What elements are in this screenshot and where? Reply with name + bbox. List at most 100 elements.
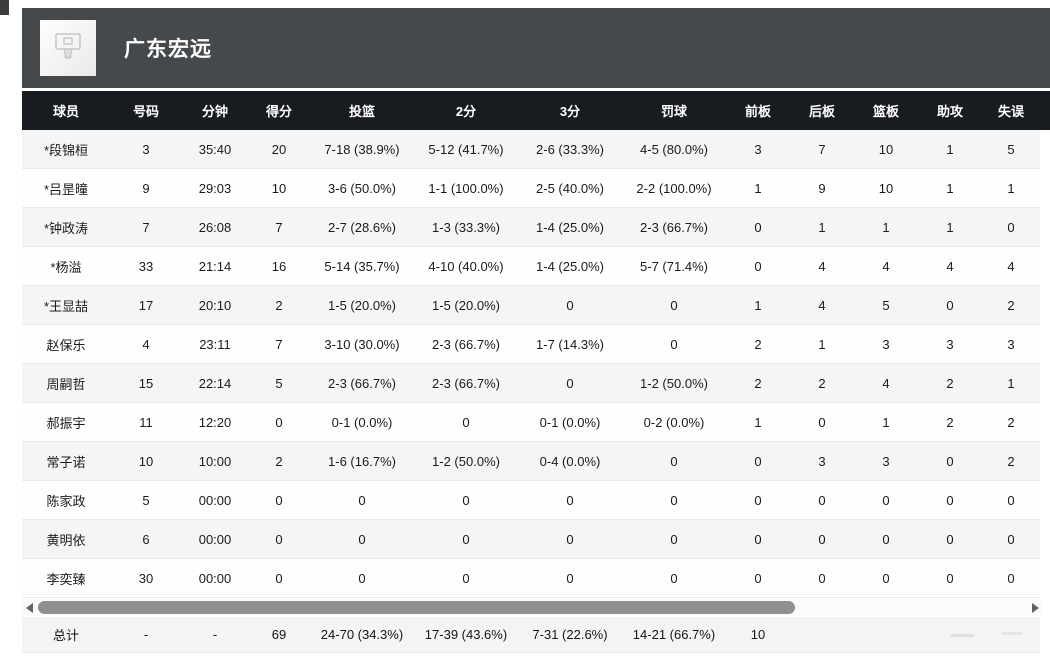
stat-cell: 0	[1007, 492, 1015, 508]
stat-cell: 0	[946, 570, 954, 586]
stat-cell: 33	[138, 258, 154, 274]
stat-cell: 4	[946, 258, 954, 274]
column-header-cell: 2分	[455, 104, 477, 119]
stat-cell: 1-5 (20.0%)	[432, 297, 500, 313]
table-row: 周嗣哲 15 22:14 5 2-3 (66.7%) 2-3 (66.7%) 0 1-2 (5…	[22, 364, 1040, 403]
stat-cell: 3	[946, 336, 954, 352]
stat-cell: 0	[946, 453, 954, 469]
stat-cell: 23:11	[199, 336, 231, 352]
stat-cell: 4-10 (40.0%)	[428, 258, 504, 274]
horizontal-scrollbar[interactable]	[22, 599, 1042, 616]
column-header-cell: 分钟	[201, 104, 228, 119]
stat-cell: 35:40	[198, 141, 232, 157]
column-header-cell: 得分	[265, 104, 292, 119]
stat-cell: 7	[818, 141, 826, 157]
stat-cell: 4	[882, 375, 890, 391]
column-header-cell: 投篮	[348, 104, 375, 119]
stat-cell: 0	[670, 531, 678, 547]
stat-cell: 5-12 (41.7%)	[428, 141, 504, 157]
stat-cell: 1	[1007, 375, 1015, 391]
column-header-cell: 前板	[744, 104, 771, 119]
stat-cell: 20	[271, 141, 287, 157]
stat-cell: 2	[275, 297, 283, 313]
column-header-cell: 篮板	[872, 104, 899, 119]
stat-cell: 0-1 (0.0%)	[331, 414, 393, 430]
stat-cell: 3-6 (50.0%)	[328, 180, 396, 196]
scroll-right-arrow-icon[interactable]	[1028, 599, 1042, 616]
stat-cell: 7	[142, 219, 150, 235]
stat-cell: 0	[754, 492, 762, 508]
stat-cell: 2-3 (66.7%)	[432, 336, 500, 352]
stat-cell: 0	[818, 492, 826, 508]
stat-cell: 0	[1007, 570, 1015, 586]
stat-cell: 00:00	[198, 531, 232, 547]
table-row: *段锦桓 3 35:40 20 7-18 (38.9%) 5-12 (41.7%) 2-6 …	[22, 130, 1040, 169]
player-name-cell: 黄明依	[46, 532, 86, 548]
column-header-cell: 3分	[559, 104, 581, 119]
page-corner-fragment	[0, 0, 9, 15]
stat-cell: 1-4 (25.0%)	[536, 258, 604, 274]
player-name-cell: 常子诺	[46, 454, 86, 470]
stat-cell: 00:00	[198, 570, 232, 586]
stat-cell: 0	[946, 531, 954, 547]
stat-cell: 1-6 (16.7%)	[328, 453, 396, 469]
stat-cell: 0	[358, 531, 366, 547]
scrollbar-track[interactable]	[36, 601, 1028, 614]
stat-cell: 10	[138, 453, 154, 469]
stat-cell: 1	[754, 180, 762, 196]
stat-cell: 1-2 (50.0%)	[640, 375, 708, 391]
stat-cell: 2	[946, 375, 954, 391]
scrollbar-thumb[interactable]	[38, 601, 795, 614]
stat-cell: 4-5 (80.0%)	[640, 141, 708, 157]
stat-cell: 16	[271, 258, 287, 274]
column-header-cell: 罚球	[660, 104, 687, 119]
total-stat-cell	[790, 617, 854, 652]
column-header-cell: 助攻	[936, 104, 963, 119]
stat-cell: 10:00	[198, 453, 232, 469]
player-name-cell: 陈家政	[46, 493, 86, 509]
stat-cell: 9	[142, 180, 150, 196]
stat-cell: 10	[271, 180, 287, 196]
stat-cell: 3	[882, 453, 890, 469]
stat-cell: 0	[670, 336, 678, 352]
stat-cell: 0	[1007, 219, 1015, 235]
player-name-cell: 赵保乐	[46, 337, 86, 353]
stat-cell: 0-4 (0.0%)	[539, 453, 601, 469]
table-row: *吕昰曈 9 29:03 10 3-6 (50.0%) 1-1 (100.0%) 2-5 (…	[22, 169, 1040, 208]
stat-cell: 2	[1007, 453, 1015, 469]
player-name-cell: *吕昰曈	[43, 181, 89, 197]
table-body: *段锦桓 3 35:40 20 7-18 (38.9%) 5-12 (41.7%) 2-6 …	[22, 130, 1040, 598]
stat-cell: 5	[142, 492, 150, 508]
stat-cell: 0	[566, 492, 574, 508]
table-row: 黄明依 6 00:00 0 0 0 0 0 0 0 0 0 0	[22, 520, 1040, 559]
stat-cell: 0	[275, 570, 283, 586]
stat-cell: 1-3 (33.3%)	[432, 219, 500, 235]
column-header-cell: 号码	[132, 104, 159, 119]
stat-cell: 3	[882, 336, 890, 352]
stat-cell: 0	[462, 531, 470, 547]
stat-cell: 0	[946, 297, 954, 313]
stat-cell: 1	[818, 336, 826, 352]
stat-cell: 5	[882, 297, 890, 313]
stat-cell: 0	[670, 570, 678, 586]
stat-cell: 5	[275, 375, 283, 391]
watermark	[1002, 632, 1022, 635]
stat-cell: 20:10	[198, 297, 232, 313]
stat-cell: 0	[754, 258, 762, 274]
stat-cell: 5-7 (71.4%)	[640, 258, 708, 274]
scroll-left-arrow-icon[interactable]	[22, 599, 36, 616]
stat-cell: 1	[882, 219, 890, 235]
stat-cell: 0	[882, 492, 890, 508]
stat-cell: 3	[142, 141, 150, 157]
stat-cell: 2-5 (40.0%)	[536, 180, 604, 196]
stat-cell: 0	[566, 375, 574, 391]
column-header-cell: 后板	[808, 104, 835, 119]
stat-cell: 1	[818, 219, 826, 235]
stat-cell: 0	[566, 531, 574, 547]
stat-cell: 1-7 (14.3%)	[536, 336, 604, 352]
stat-cell: 4	[882, 258, 890, 274]
stat-cell: 6	[142, 531, 150, 547]
stat-cell: 1-2 (50.0%)	[432, 453, 500, 469]
stat-cell: 29:03	[198, 180, 232, 196]
table-column-header: 球员 号码 分钟 得分 投篮 2分 3分 罚球 前板 后板 篮板 助攻 失误	[22, 91, 1050, 130]
